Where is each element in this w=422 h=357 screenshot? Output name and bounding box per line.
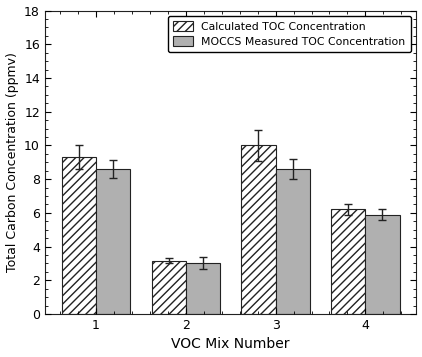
Bar [62, 157, 96, 314]
Bar [365, 215, 400, 314]
Bar [241, 145, 276, 314]
Bar [96, 169, 130, 314]
Bar [186, 263, 220, 314]
Bar [331, 210, 365, 314]
Y-axis label: Total Carbon Concentration (ppmv): Total Carbon Concentration (ppmv) [5, 52, 19, 272]
X-axis label: VOC Mix Number: VOC Mix Number [171, 337, 290, 351]
Legend: Calculated TOC Concentration, MOCCS Measured TOC Concentration: Calculated TOC Concentration, MOCCS Meas… [168, 16, 411, 52]
Bar [151, 261, 186, 314]
Bar [276, 169, 310, 314]
